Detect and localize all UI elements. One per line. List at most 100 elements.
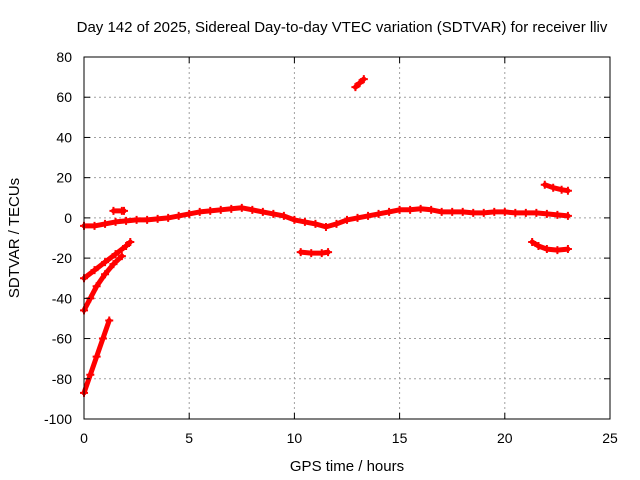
data-point [395,205,404,214]
data-point [227,204,236,213]
y-tick-label: -40 [52,290,72,306]
data-point [311,219,320,228]
data-point [185,209,194,218]
data-point [237,203,246,212]
data-point [111,250,120,259]
axis-ticks: 0 5 10 15 20 25 -100 -80 -60 -40 -20 0 20 40 60 80 [44,49,618,446]
data-point [132,215,141,224]
data-point [563,211,572,220]
data-point [258,207,267,216]
series-arc-late-2 [540,180,572,195]
data-point [563,186,572,195]
data-point [101,270,110,279]
data-point [98,334,107,343]
data-point [437,207,446,216]
data-point [90,221,99,230]
data-layer [80,75,572,397]
data-point [542,209,551,218]
data-point [351,83,360,92]
data-point [563,245,572,254]
x-tick-label: 5 [185,430,193,446]
x-tick-label: 25 [602,430,618,446]
data-point [105,316,114,325]
series-baseline [80,203,572,231]
series-arc-early-1 [80,238,135,283]
data-point [540,180,549,189]
y-tick-label: -80 [52,371,72,387]
data-point [317,249,326,258]
data-point [164,213,173,222]
series-arc-early-3 [80,316,114,397]
data-point [534,242,543,251]
series-arc-early-2 [80,252,126,315]
data-point [521,208,530,217]
y-tick-label: -60 [52,331,72,347]
data-point [279,211,288,220]
data-point [500,207,509,216]
data-point [542,245,551,254]
data-point [364,211,373,220]
data-point [195,207,204,216]
data-point [553,246,562,255]
data-point [216,205,225,214]
data-point [92,352,101,361]
data-point [528,238,537,247]
data-point [290,215,299,224]
y-tick-label: -20 [52,250,72,266]
data-point [122,242,131,251]
data-point [174,211,183,220]
data-point [532,208,541,217]
data-point [143,215,152,224]
y-tick-label: 20 [56,170,72,186]
data-point [109,206,118,215]
data-point [101,258,110,267]
series-arc-mid [296,248,333,258]
data-point [353,213,362,222]
series-arc-late-1 [528,238,572,255]
plot-frame [83,56,611,420]
y-tick-label: 60 [56,89,72,105]
data-point [557,185,566,194]
data-point [406,205,415,214]
y-tick-label: -100 [44,411,72,427]
data-point [307,249,316,258]
y-tick-label: 40 [56,129,72,145]
data-point [549,183,558,192]
data-point [248,205,257,214]
y-axis-label: SDTVAR / TECUs [6,178,23,298]
data-point [458,207,467,216]
x-tick-label: 15 [392,430,408,446]
data-point [117,252,126,261]
data-point [324,248,333,257]
x-tick-label: 0 [80,430,88,446]
data-point [355,79,364,88]
data-point [448,207,457,216]
data-point [269,209,278,218]
data-point [206,206,215,215]
x-axis-label: GPS time / hours [290,458,404,475]
x-tick-label: 10 [287,430,303,446]
data-point [343,215,351,224]
data-point [385,207,394,216]
data-point [553,210,562,219]
grid [84,57,610,419]
data-point [126,238,135,247]
data-point [359,75,368,84]
data-point [469,208,478,217]
data-point [479,208,488,217]
data-point [90,266,99,275]
series-line [81,253,125,313]
data-point [490,207,499,216]
y-tick-label: 0 [64,210,72,226]
data-point [119,206,128,215]
data-point [101,219,110,228]
series-arc-high [351,75,368,92]
x-tick-label: 20 [497,430,513,446]
data-point [296,248,305,257]
data-point [511,208,520,217]
data-point [153,214,162,223]
chart-title: Day 142 of 2025, Sidereal Day-to-day VTE… [77,19,608,36]
data-point [111,217,120,226]
data-point [332,219,341,228]
